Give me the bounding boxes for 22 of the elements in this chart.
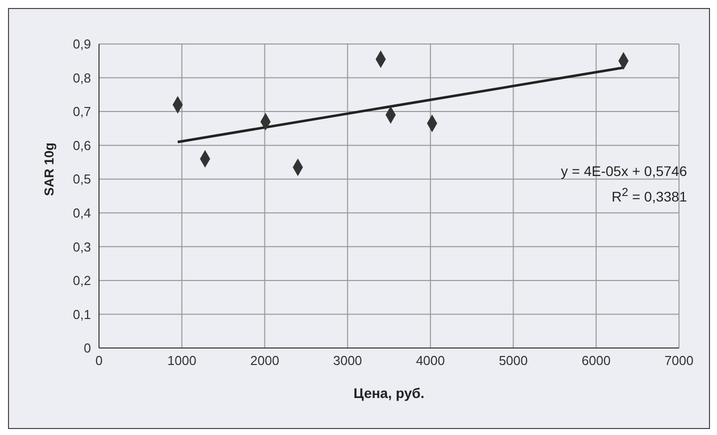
- x-tick-label: 1000: [167, 353, 196, 368]
- x-tick-label: 2000: [250, 353, 280, 368]
- annotation: R$^{2}$ = 0,3381: [610, 185, 687, 207]
- y-axis-title: SAR 10g: [42, 142, 57, 196]
- x-tick-label: 7000: [664, 353, 694, 368]
- y-tick-label: 0,4: [72, 206, 91, 221]
- y-tick-label: 0,9: [72, 36, 91, 52]
- y-tick-label: 0,6: [72, 138, 91, 153]
- x-tick-label: 6000: [582, 353, 611, 368]
- y-tick-label: 0,2: [72, 273, 91, 288]
- x-tick-label: 4000: [416, 353, 445, 368]
- x-tick-label: 0: [95, 353, 103, 368]
- y-tick-label: 0: [84, 340, 91, 356]
- y-tick-label: 0,3: [72, 239, 91, 254]
- x-tick-label: 5000: [498, 353, 528, 368]
- y-tick-label: 0,1: [72, 306, 91, 322]
- y-tick-label: 0,8: [72, 70, 91, 86]
- y-tick-label: 0,7: [72, 104, 91, 120]
- annotation: y = 4E-05x + 0,5746: [560, 162, 687, 181]
- x-tick-label: 3000: [333, 353, 362, 368]
- y-tick-label: 0,5: [72, 172, 91, 187]
- x-axis-title: Цена, руб.: [354, 385, 424, 401]
